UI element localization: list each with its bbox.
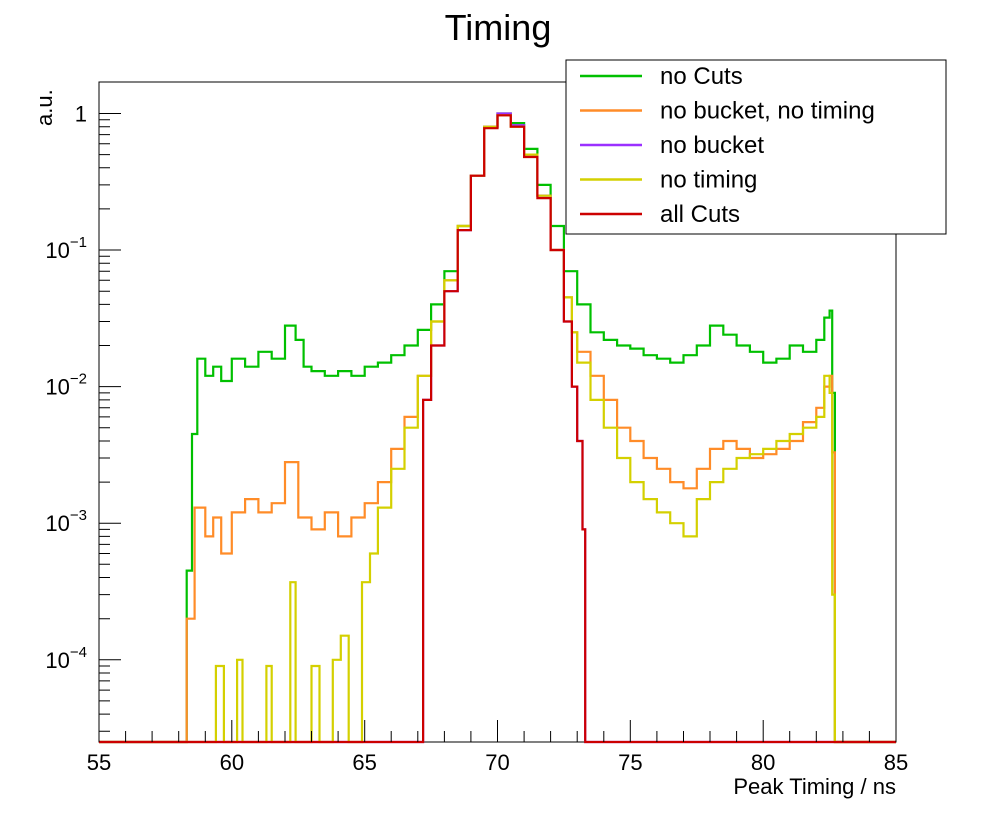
legend-label-2: no bucket: [660, 132, 764, 159]
legend-label-1: no bucket, no timing: [660, 98, 875, 125]
y-axis-label: a.u.: [32, 89, 57, 126]
legend-label-4: all Cuts: [660, 201, 740, 228]
x-tick-label-0: 55: [87, 750, 111, 775]
y-tick-label-0: 1: [75, 101, 87, 126]
x-tick-labels: 55 60 65 70 75 80 85: [87, 750, 908, 775]
legend-box: [565, 59, 947, 235]
series-layer: [99, 112, 896, 744]
x-tick-label-1: 60: [220, 750, 244, 775]
axis-ticks: [98, 113, 897, 742]
x-axis-label: Peak Timing / ns: [733, 774, 896, 799]
legend: no Cuts no bucket, no timing no bucket no t…: [565, 59, 947, 235]
legend-label-0: no Cuts: [660, 63, 743, 90]
tick-marks: [98, 113, 897, 742]
x-tick-label-3: 70: [485, 750, 509, 775]
y-tick-label-1: 10−1: [45, 234, 87, 263]
series-line-3: [99, 114, 896, 744]
y-tick-labels: 1 10−1 10−2 10−3 10−4: [45, 101, 87, 672]
series-line-4: [99, 114, 896, 744]
x-tick-label-4: 75: [618, 750, 642, 775]
legend-label-3: no timing: [660, 167, 757, 194]
x-tick-label-2: 65: [352, 750, 376, 775]
y-tick-label-2: 10−2: [45, 371, 87, 400]
chart-title: Timing: [445, 7, 552, 48]
x-tick-label-5: 80: [751, 750, 775, 775]
y-tick-label-4: 10−4: [45, 644, 87, 673]
y-tick-label-3: 10−3: [45, 507, 87, 536]
x-tick-label-6: 85: [884, 750, 908, 775]
